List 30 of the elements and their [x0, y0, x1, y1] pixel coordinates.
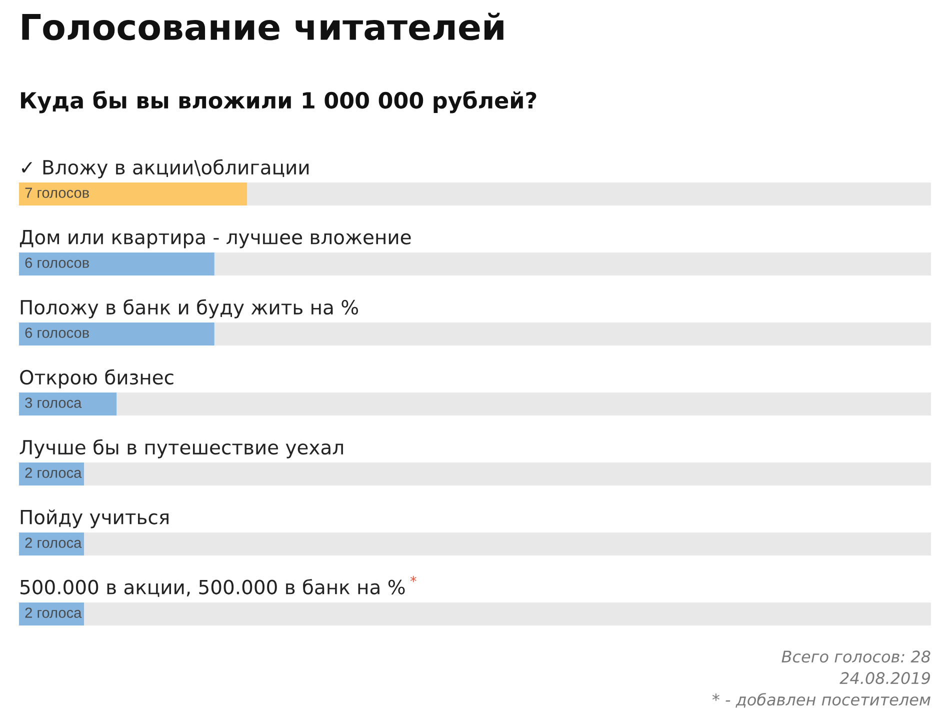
data-label: 7 голосов	[25, 188, 89, 198]
data-label: 6 голосов	[25, 258, 89, 268]
data-label: 6 голосов	[25, 328, 89, 338]
chart-subtitle: Куда бы вы вложили 1 000 000 рублей?	[21, 90, 536, 114]
bar	[214, 252, 931, 276]
y-tick-label: Положу в банк и буду жить на %	[20, 299, 358, 318]
text: Всего голосов: 28	[782, 650, 930, 663]
bar	[19, 182, 247, 206]
text: * - добавлен посетителем	[712, 693, 930, 708]
y-tick-label: 500.000 в акции, 500.000 в банк на %*	[20, 576, 416, 597]
bar	[19, 322, 214, 346]
bar	[84, 532, 931, 556]
data-label: 3 голоса	[25, 398, 82, 408]
bar	[247, 182, 931, 206]
y-tick-label: Пойду учиться	[20, 509, 168, 528]
data-label: 2 голоса	[25, 468, 82, 478]
bar	[84, 602, 931, 626]
data-label: 2 голоса	[25, 608, 82, 618]
chart-title: Голосование читателей	[22, 12, 504, 40]
bar	[19, 252, 214, 276]
bar	[116, 392, 931, 416]
text: 24.08.2019	[840, 672, 930, 684]
bar	[19, 392, 117, 416]
data-label: 2 голоса	[25, 538, 82, 548]
y-tick-label: Открою бизнес	[20, 369, 174, 388]
y-tick-label: Дом или квартира - лучшее вложение	[20, 230, 411, 248]
bar	[84, 462, 931, 486]
y-tick-label: ✓ Вложу в акции\облигации	[22, 159, 309, 178]
bar	[214, 322, 931, 346]
y-tick-label: Лучше бы в путешествие уехал	[20, 439, 343, 458]
